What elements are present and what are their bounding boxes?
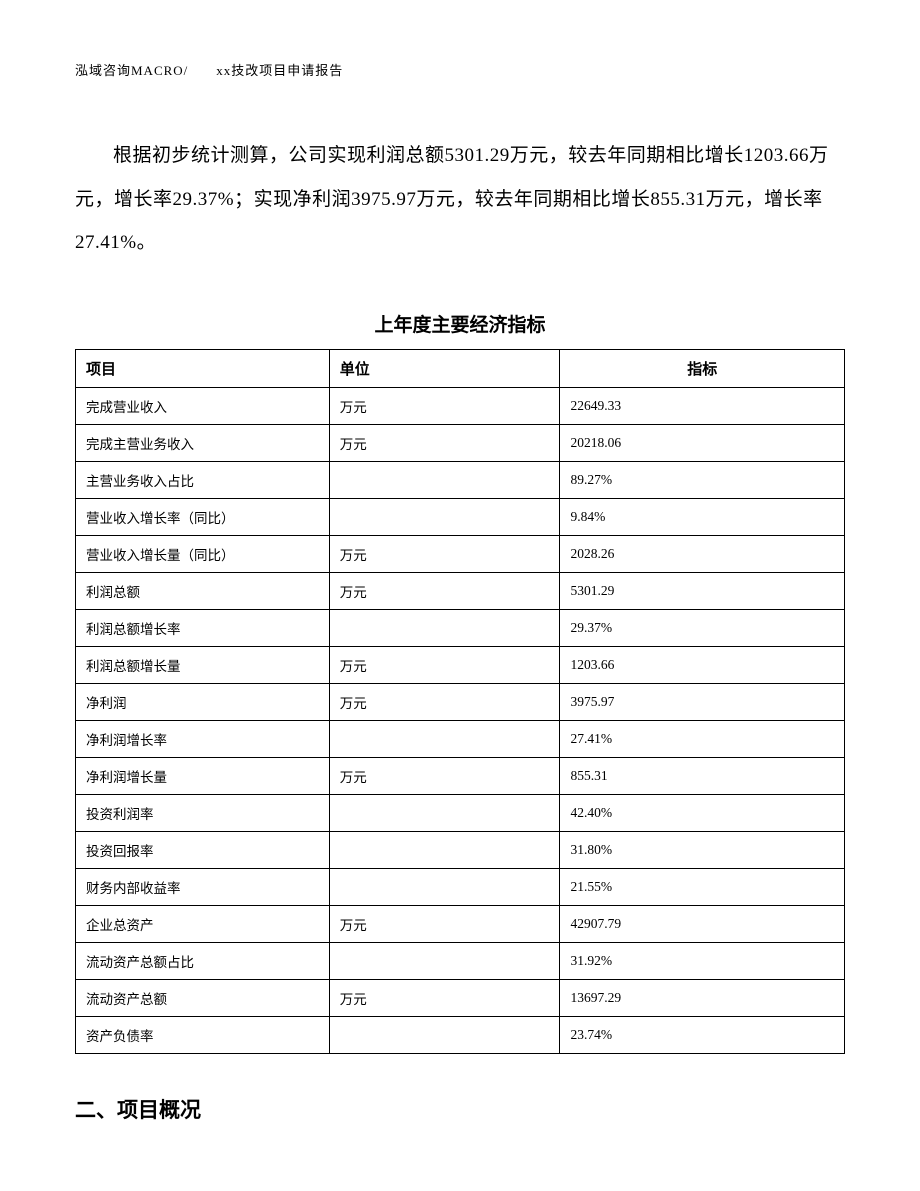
table-cell: 42907.79 xyxy=(560,906,845,943)
table-cell: 营业收入增长量（同比） xyxy=(76,536,330,573)
table-row: 净利润万元3975.97 xyxy=(76,684,845,721)
table-title: 上年度主要经济指标 xyxy=(75,310,845,337)
table-cell: 万元 xyxy=(329,684,560,721)
section-heading: 二、项目概况 xyxy=(75,1094,845,1124)
table-row: 企业总资产万元42907.79 xyxy=(76,906,845,943)
table-cell: 5301.29 xyxy=(560,573,845,610)
table-row: 营业收入增长率（同比） 9.84% xyxy=(76,499,845,536)
table-cell: 净利润增长率 xyxy=(76,721,330,758)
table-row: 投资利润率 42.40% xyxy=(76,795,845,832)
table-cell: 31.80% xyxy=(560,832,845,869)
table-row: 利润总额增长量万元1203.66 xyxy=(76,647,845,684)
table-cell: 流动资产总额占比 xyxy=(76,943,330,980)
table-cell: 89.27% xyxy=(560,462,845,499)
table-cell: 完成主营业务收入 xyxy=(76,425,330,462)
table-cell: 财务内部收益率 xyxy=(76,869,330,906)
table-cell: 利润总额增长率 xyxy=(76,610,330,647)
table-cell: 3975.97 xyxy=(560,684,845,721)
table-cell xyxy=(329,795,560,832)
table-cell: 营业收入增长率（同比） xyxy=(76,499,330,536)
table-cell xyxy=(329,943,560,980)
table-row: 流动资产总额占比 31.92% xyxy=(76,943,845,980)
table-cell: 27.41% xyxy=(560,721,845,758)
table-row: 流动资产总额万元13697.29 xyxy=(76,980,845,1017)
table-row: 完成主营业务收入万元20218.06 xyxy=(76,425,845,462)
table-row: 财务内部收益率 21.55% xyxy=(76,869,845,906)
table-cell: 利润总额 xyxy=(76,573,330,610)
table-cell: 流动资产总额 xyxy=(76,980,330,1017)
table-row: 利润总额万元5301.29 xyxy=(76,573,845,610)
table-cell: 万元 xyxy=(329,906,560,943)
table-cell xyxy=(329,462,560,499)
table-header-item: 项目 xyxy=(76,350,330,388)
table-cell: 企业总资产 xyxy=(76,906,330,943)
table-row: 利润总额增长率 29.37% xyxy=(76,610,845,647)
table-cell: 万元 xyxy=(329,425,560,462)
page-header: 泓域咨询MACRO/ xx技改项目申请报告 xyxy=(75,60,845,79)
table-row: 资产负债率 23.74% xyxy=(76,1017,845,1054)
table-cell: 投资利润率 xyxy=(76,795,330,832)
table-header-value: 指标 xyxy=(560,350,845,388)
table-cell xyxy=(329,499,560,536)
table-cell xyxy=(329,1017,560,1054)
table-cell: 2028.26 xyxy=(560,536,845,573)
table-cell: 22649.33 xyxy=(560,388,845,425)
table-cell: 42.40% xyxy=(560,795,845,832)
table-row: 净利润增长率 27.41% xyxy=(76,721,845,758)
table-cell: 万元 xyxy=(329,388,560,425)
table-cell: 资产负债率 xyxy=(76,1017,330,1054)
table-row: 完成营业收入万元22649.33 xyxy=(76,388,845,425)
table-cell: 完成营业收入 xyxy=(76,388,330,425)
table-cell xyxy=(329,832,560,869)
table-cell: 利润总额增长量 xyxy=(76,647,330,684)
table-cell: 29.37% xyxy=(560,610,845,647)
table-cell xyxy=(329,610,560,647)
table-cell: 31.92% xyxy=(560,943,845,980)
table-cell: 万元 xyxy=(329,980,560,1017)
table-cell: 21.55% xyxy=(560,869,845,906)
table-cell: 净利润 xyxy=(76,684,330,721)
table-cell: 13697.29 xyxy=(560,980,845,1017)
table-row: 主营业务收入占比 89.27% xyxy=(76,462,845,499)
table-cell: 主营业务收入占比 xyxy=(76,462,330,499)
table-cell: 万元 xyxy=(329,758,560,795)
table-cell: 1203.66 xyxy=(560,647,845,684)
table-cell: 855.31 xyxy=(560,758,845,795)
table-cell xyxy=(329,721,560,758)
table-row: 投资回报率 31.80% xyxy=(76,832,845,869)
table-cell: 万元 xyxy=(329,573,560,610)
table-row: 营业收入增长量（同比）万元2028.26 xyxy=(76,536,845,573)
table-row: 净利润增长量万元855.31 xyxy=(76,758,845,795)
table-cell xyxy=(329,869,560,906)
economic-indicators-table: 项目 单位 指标 完成营业收入万元22649.33完成主营业务收入万元20218… xyxy=(75,349,845,1054)
table-cell: 万元 xyxy=(329,536,560,573)
table-cell: 9.84% xyxy=(560,499,845,536)
table-cell: 23.74% xyxy=(560,1017,845,1054)
table-header-unit: 单位 xyxy=(329,350,560,388)
table-cell: 20218.06 xyxy=(560,425,845,462)
summary-paragraph: 根据初步统计测算，公司实现利润总额5301.29万元，较去年同期相比增长1203… xyxy=(75,134,845,265)
table-header-row: 项目 单位 指标 xyxy=(76,350,845,388)
table-cell: 万元 xyxy=(329,647,560,684)
table-cell: 净利润增长量 xyxy=(76,758,330,795)
table-cell: 投资回报率 xyxy=(76,832,330,869)
